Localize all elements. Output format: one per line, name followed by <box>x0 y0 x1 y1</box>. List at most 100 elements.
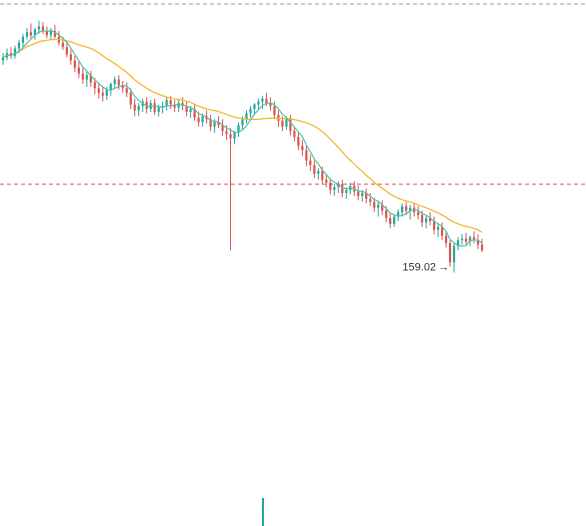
candle-body <box>45 30 49 36</box>
candle-body <box>41 26 45 31</box>
candle-body <box>245 113 248 120</box>
candle-body <box>193 108 196 118</box>
candle-body <box>85 75 88 80</box>
candle-body <box>333 187 336 191</box>
low-price-label: 159.02 <box>402 262 436 274</box>
candle-body <box>93 82 96 89</box>
candle-body <box>305 150 308 161</box>
candle-body <box>313 164 316 174</box>
candle-body <box>289 119 292 132</box>
candle-body <box>129 92 132 105</box>
candle-body <box>440 226 444 236</box>
candle-body <box>221 125 224 132</box>
candle-body <box>401 206 404 213</box>
candle-body <box>109 83 112 90</box>
candle-body <box>468 237 472 242</box>
candle-body <box>317 170 320 174</box>
candle-body <box>309 160 312 165</box>
candle-body <box>89 75 92 83</box>
candle-body <box>365 192 368 199</box>
candle-body <box>117 79 120 86</box>
candle-body <box>105 89 108 96</box>
candle-body <box>269 103 272 107</box>
ma-fast-line <box>2 29 483 247</box>
candle-body <box>361 192 364 196</box>
candle-body <box>393 216 396 224</box>
candle-body <box>157 107 160 112</box>
ma-slow-line <box>2 38 483 233</box>
candle-body <box>205 116 208 120</box>
candle-body <box>77 67 80 74</box>
candle-body <box>261 98 264 102</box>
candle-body <box>301 145 304 151</box>
candle-body <box>436 226 440 230</box>
candle-body <box>53 30 56 37</box>
candle-body <box>25 32 29 37</box>
candle-body <box>229 134 232 139</box>
candle-body <box>265 98 268 104</box>
candle-body <box>297 136 300 146</box>
candle-body <box>385 210 388 219</box>
candle-body <box>153 103 156 112</box>
candle-body <box>73 60 76 68</box>
candle-body <box>448 243 452 263</box>
candle-body <box>464 238 468 242</box>
candle-body <box>161 106 164 108</box>
candle-body <box>233 132 236 139</box>
low-arrow-icon: → <box>438 262 449 274</box>
candle-body <box>49 30 52 36</box>
candle-body <box>329 182 332 191</box>
candle-body <box>476 240 480 245</box>
candle-body <box>97 88 100 93</box>
candle-body <box>29 32 33 36</box>
candle-body <box>81 73 84 80</box>
candle-body <box>121 85 124 89</box>
candle-body <box>9 52 13 56</box>
candle-body <box>369 198 372 202</box>
candle-body <box>460 238 464 241</box>
candle-body <box>125 88 128 93</box>
candle-body <box>321 170 324 180</box>
candle-body <box>417 212 420 216</box>
candle-body <box>377 204 380 208</box>
low-marker: 159.02 → <box>402 262 449 274</box>
candle-body <box>33 29 37 36</box>
candle-body <box>325 179 328 183</box>
candle-body <box>405 206 408 211</box>
candle-body <box>197 117 200 123</box>
candle-body <box>281 120 284 127</box>
candle-body <box>337 184 340 188</box>
candle-body <box>444 235 448 244</box>
candle-body <box>169 100 172 105</box>
candle-body <box>425 218 428 223</box>
candle-body <box>273 106 276 115</box>
candle-body <box>177 103 180 108</box>
candle-body <box>257 101 260 105</box>
candle-body <box>201 116 204 123</box>
candles-group <box>1 20 484 273</box>
candle-body <box>133 104 136 111</box>
candle-body <box>249 108 252 114</box>
candle-body <box>472 237 476 241</box>
candle-body <box>241 119 244 126</box>
candle-body <box>173 104 176 108</box>
candle-body <box>480 244 484 251</box>
candle-body <box>209 119 212 127</box>
candle-body <box>429 218 432 221</box>
candle-body <box>101 92 104 96</box>
candle-body <box>1 57 5 61</box>
candle-body <box>253 104 256 109</box>
candle-body <box>357 191 360 196</box>
candle-body <box>381 204 384 211</box>
candle-body <box>237 125 240 133</box>
candle-body <box>69 54 72 61</box>
candle-body <box>213 122 216 127</box>
candle-body <box>293 131 296 137</box>
candle-body <box>113 79 116 84</box>
candle-body <box>456 240 460 247</box>
candle-body <box>13 48 17 56</box>
candle-body <box>145 101 148 109</box>
candle-body <box>225 131 228 135</box>
